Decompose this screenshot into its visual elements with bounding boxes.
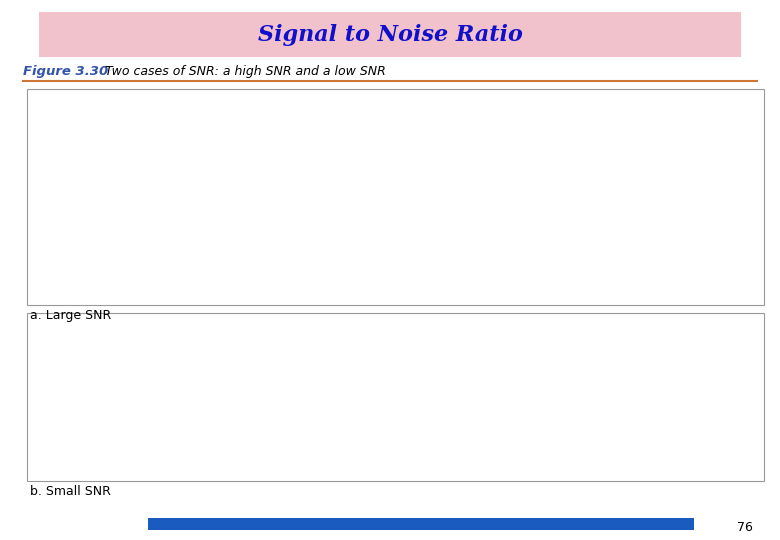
Text: Signal + noise: Signal + noise bbox=[660, 97, 745, 110]
Text: b. Small SNR: b. Small SNR bbox=[30, 485, 111, 498]
Text: Signal to Noise Ratio: Signal to Noise Ratio bbox=[257, 24, 523, 45]
Text: Noise: Noise bbox=[380, 319, 412, 332]
Text: a. Large SNR: a. Large SNR bbox=[30, 309, 111, 322]
Text: Signal: Signal bbox=[87, 319, 123, 332]
Text: Signal: Signal bbox=[87, 97, 123, 110]
Text: Noise: Noise bbox=[380, 97, 412, 110]
Text: 76: 76 bbox=[737, 521, 753, 534]
Text: Two cases of SNR: a high SNR and a low SNR: Two cases of SNR: a high SNR and a low S… bbox=[105, 65, 386, 78]
Text: Signal + noise: Signal + noise bbox=[660, 319, 745, 332]
Text: Figure 3.30: Figure 3.30 bbox=[23, 65, 108, 78]
